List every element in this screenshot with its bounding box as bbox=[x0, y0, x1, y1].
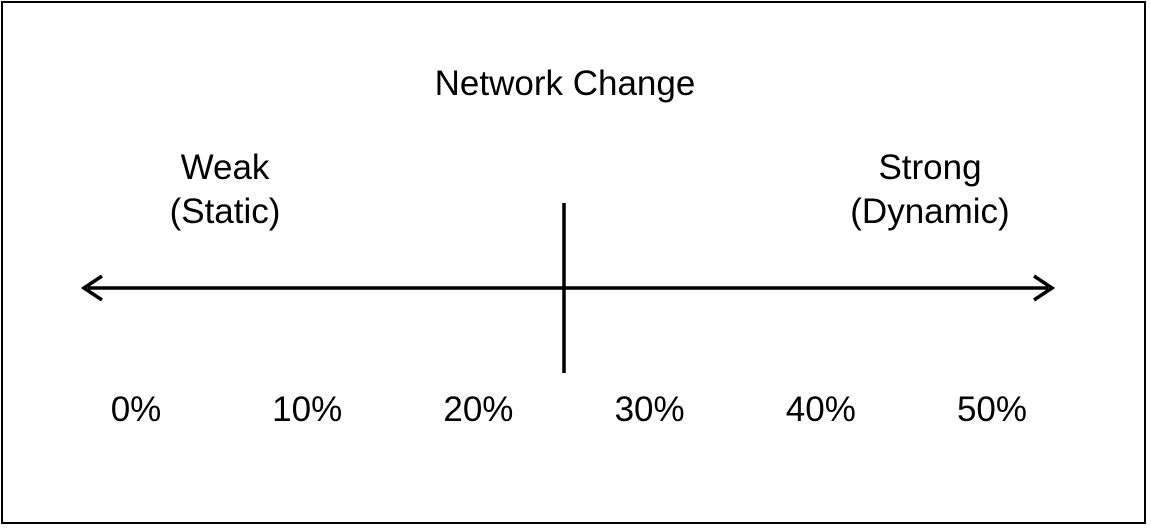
right-end-label: Strong (Dynamic) bbox=[830, 146, 1030, 234]
left-end-label-line2: (Static) bbox=[169, 192, 281, 231]
tick-label: 10% bbox=[272, 390, 343, 429]
diagram-title: Network Change bbox=[434, 64, 696, 103]
tick-label: 40% bbox=[785, 390, 856, 429]
right-arrowhead-icon bbox=[1033, 274, 1056, 302]
right-end-label-line1: Strong bbox=[878, 148, 982, 187]
left-arrowhead-icon bbox=[80, 274, 103, 302]
right-end-label-line2: (Dynamic) bbox=[850, 192, 1010, 231]
tick-label: 0% bbox=[110, 390, 162, 429]
tick-label: 30% bbox=[614, 390, 685, 429]
tick-label: 20% bbox=[443, 390, 514, 429]
left-end-label: Weak (Static) bbox=[140, 146, 310, 234]
tick-label: 50% bbox=[956, 390, 1028, 429]
left-end-label-line1: Weak bbox=[180, 148, 270, 187]
